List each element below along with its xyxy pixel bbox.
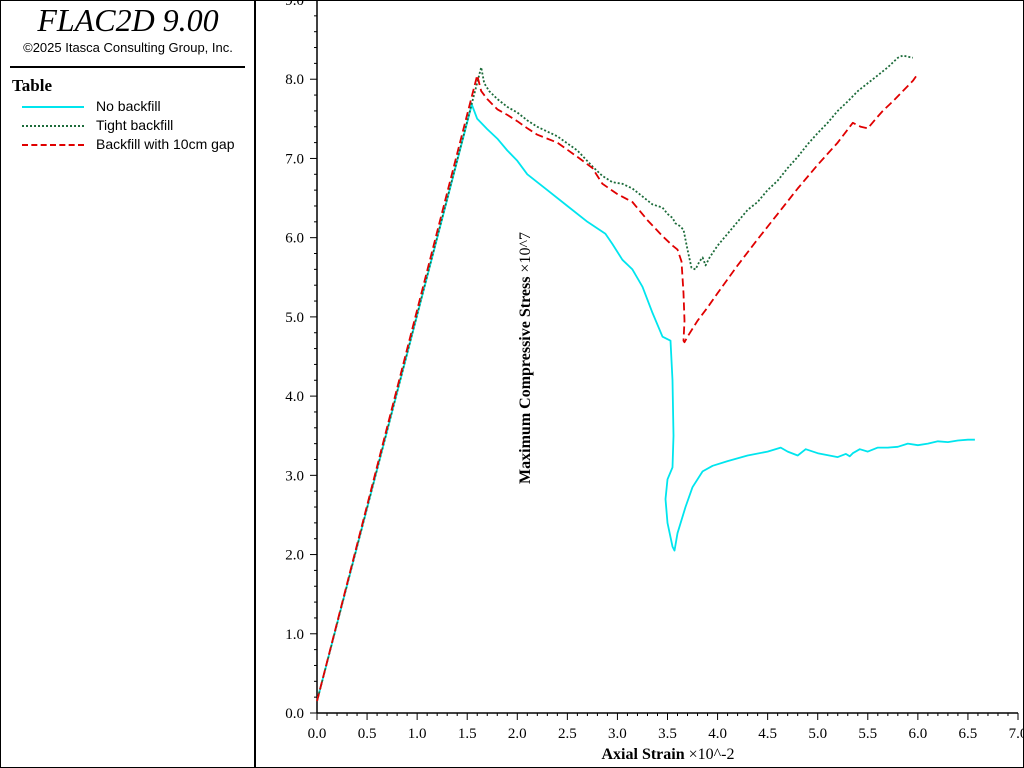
legend-title: Table (12, 76, 53, 95)
legend-swatch-no-backfill (22, 106, 84, 108)
x-tick-label: 6.5 (959, 726, 978, 742)
legend-swatch-tight-backfill (22, 125, 84, 127)
series-line-backfill-with-10cm-gap (316, 73, 919, 702)
app-title: FLAC2D 9.00 (37, 2, 219, 38)
x-tick-label: 0.0 (308, 726, 327, 742)
x-axis-label: Axial Strain (602, 746, 685, 763)
series-line-no-backfill (316, 102, 975, 702)
x-tick-label: 5.0 (808, 726, 827, 742)
x-tick-label: 4.5 (758, 726, 777, 742)
x-tick-label: 3.5 (658, 726, 677, 742)
x-tick-label: 3.0 (608, 726, 627, 742)
x-tick-label: 4.0 (708, 726, 727, 742)
y-tick-label: 3.0 (285, 468, 304, 484)
x-tick-label: 6.0 (908, 726, 927, 742)
series-line-tight-backfill (316, 54, 914, 702)
y-tick-label: 5.0 (285, 310, 304, 326)
legend-label: Backfill with 10cm gap (96, 136, 235, 152)
x-axis-title: Axial Strain ×10^-2 (602, 746, 735, 763)
x-tick-label: 2.0 (508, 726, 527, 742)
x-tick-label: 2.5 (558, 726, 577, 742)
x-tick-label: 7.0 (1009, 726, 1024, 742)
y-axis-scale: ×10^7 (517, 232, 534, 273)
legend-swatch-backfill-10cm-gap (22, 144, 84, 146)
y-tick-label: 1.0 (285, 627, 304, 643)
series-layer (316, 54, 975, 702)
y-tick-label: 8.0 (285, 72, 304, 88)
y-tick-label: 4.0 (285, 389, 304, 405)
y-axis-label: Maximum Compressive Stress (517, 277, 534, 484)
x-tick-label: 5.5 (858, 726, 877, 742)
left-panel: FLAC2D 9.00 ©2025 Itasca Consulting Grou… (0, 0, 256, 768)
x-tick-label: 1.0 (408, 726, 427, 742)
y-tick-label: 9.0 (285, 0, 304, 9)
copyright-text: ©2025 Itasca Consulting Group, Inc. (23, 40, 233, 55)
y-tick-label: 6.0 (285, 231, 304, 247)
y-axis-title: Maximum Compressive Stress ×10^7 (517, 232, 534, 484)
x-tick-label: 1.5 (458, 726, 477, 742)
title-divider (10, 66, 245, 68)
x-axis-scale: ×10^-2 (689, 746, 735, 763)
legend-label: Tight backfill (96, 117, 174, 133)
stress-strain-chart: 0.0 0.5 1.0 1.5 2.0 2.5 3.0 3.5 4.0 4.5 5.0 5.5 6.0 6… (285, 0, 1024, 763)
y-tick-label: 7.0 (285, 151, 304, 167)
axes: 0.0 0.5 1.0 1.5 2.0 2.5 3.0 3.5 4.0 4.5 5.0 5.5 6.0 6… (285, 0, 1024, 742)
legend-label: No backfill (96, 98, 161, 114)
x-tick-label: 0.5 (358, 726, 377, 742)
y-tick-label: 2.0 (285, 548, 304, 564)
y-tick-label: 0.0 (285, 706, 304, 722)
